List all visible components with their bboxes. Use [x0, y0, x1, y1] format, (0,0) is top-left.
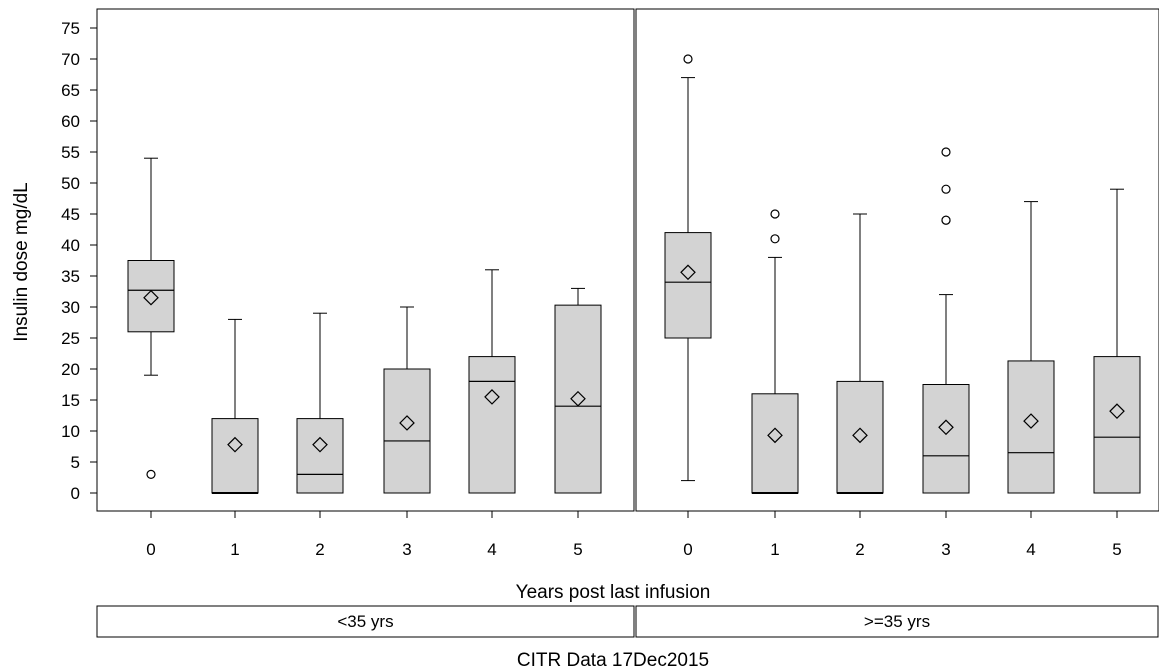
x-tick-label: 1 — [230, 540, 239, 559]
mean-marker — [227, 436, 243, 453]
iqr-box — [1093, 356, 1141, 494]
y-tick-label: 50 — [61, 174, 80, 193]
panels — [96, 8, 1159, 512]
x-tick-label: 5 — [1112, 540, 1121, 559]
y-tick-label: 25 — [61, 329, 80, 348]
outlier-point — [683, 54, 693, 64]
y-tick-label: 15 — [61, 391, 80, 410]
mean-marker — [484, 389, 500, 405]
panel-strips: <35 yrs >=35 yrs — [96, 605, 1159, 638]
y-tick-label: 65 — [61, 81, 80, 100]
box-group — [922, 147, 970, 494]
y-tick-label: 0 — [71, 484, 80, 503]
y-tick-label: 10 — [61, 422, 80, 441]
mean-marker — [399, 415, 415, 431]
y-tick-label: 5 — [71, 453, 80, 472]
mean-marker — [1023, 413, 1039, 429]
y-tick-label: 30 — [61, 298, 80, 317]
x-axis: 0 1 2 3 4 5 0 1 2 3 4 5 — [146, 511, 1122, 559]
iqr-box — [664, 232, 712, 339]
box-group — [127, 157, 175, 479]
mean-marker — [938, 419, 954, 436]
panel-frame — [635, 8, 1159, 512]
mean-marker — [312, 436, 328, 453]
outlier-point — [941, 215, 951, 225]
box-group — [383, 306, 431, 494]
x-tick-label: 4 — [487, 540, 496, 559]
outlier-point — [941, 147, 951, 157]
panel-strip — [96, 605, 635, 638]
iqr-box — [836, 380, 884, 494]
y-tick-label: 45 — [61, 205, 80, 224]
box-group — [468, 269, 516, 494]
x-tick-label: 4 — [1026, 540, 1035, 559]
mean-marker — [1109, 403, 1125, 420]
iqr-box — [468, 356, 516, 494]
x-tick-label: 0 — [683, 540, 692, 559]
box-group — [554, 287, 602, 494]
iqr-box — [751, 393, 799, 494]
x-tick-label: 1 — [770, 540, 779, 559]
x-tick-label: 0 — [146, 540, 155, 559]
y-tick-label: 40 — [61, 236, 80, 255]
box-group — [664, 54, 712, 482]
outlier-point — [770, 209, 780, 219]
mean-marker — [680, 264, 696, 281]
iqr-box — [127, 260, 175, 333]
y-tick-label: 60 — [61, 112, 80, 131]
iqr-box — [922, 384, 970, 494]
outlier-point — [770, 234, 780, 244]
y-tick-label: 55 — [61, 143, 80, 162]
box-group — [1007, 201, 1055, 494]
iqr-box — [296, 418, 344, 494]
y-axis-title: Insulin dose mg/dL — [11, 182, 32, 342]
mean-marker — [767, 427, 783, 444]
box-group — [211, 318, 259, 494]
x-tick-label: 3 — [402, 540, 411, 559]
box-group — [836, 213, 884, 494]
iqr-box — [211, 418, 259, 494]
box-group — [296, 312, 344, 494]
y-tick-label: 20 — [61, 360, 80, 379]
outlier-point — [941, 184, 951, 194]
panel-plot-area — [127, 157, 602, 494]
mean-marker — [570, 390, 586, 407]
footnote: CITR Data 17Dec2015 — [517, 650, 709, 671]
y-tick-label: 70 — [61, 50, 80, 69]
panel-plot-area — [664, 54, 1141, 494]
panel-frame — [96, 8, 635, 512]
iqr-box — [383, 368, 431, 494]
panel-strip-label: >=35 yrs — [864, 612, 930, 631]
box-group — [1093, 188, 1141, 494]
iqr-box — [1007, 360, 1055, 494]
mean-marker — [143, 289, 159, 306]
panel-strip-label: <35 yrs — [337, 612, 393, 631]
box-group — [751, 209, 799, 494]
x-tick-label: 2 — [315, 540, 324, 559]
panel-strip — [635, 605, 1159, 638]
outlier-point — [146, 469, 156, 479]
x-axis-title: Years post last infusion — [516, 582, 711, 603]
x-tick-label: 5 — [573, 540, 582, 559]
y-axis: 0 5 10 15 20 25 30 35 40 45 50 55 60 65 70 75 — [61, 19, 97, 503]
x-tick-label: 2 — [855, 540, 864, 559]
y-tick-label: 35 — [61, 267, 80, 286]
iqr-box — [554, 304, 602, 494]
mean-marker — [852, 427, 868, 444]
y-tick-label: 75 — [61, 19, 80, 38]
x-tick-label: 3 — [941, 540, 950, 559]
